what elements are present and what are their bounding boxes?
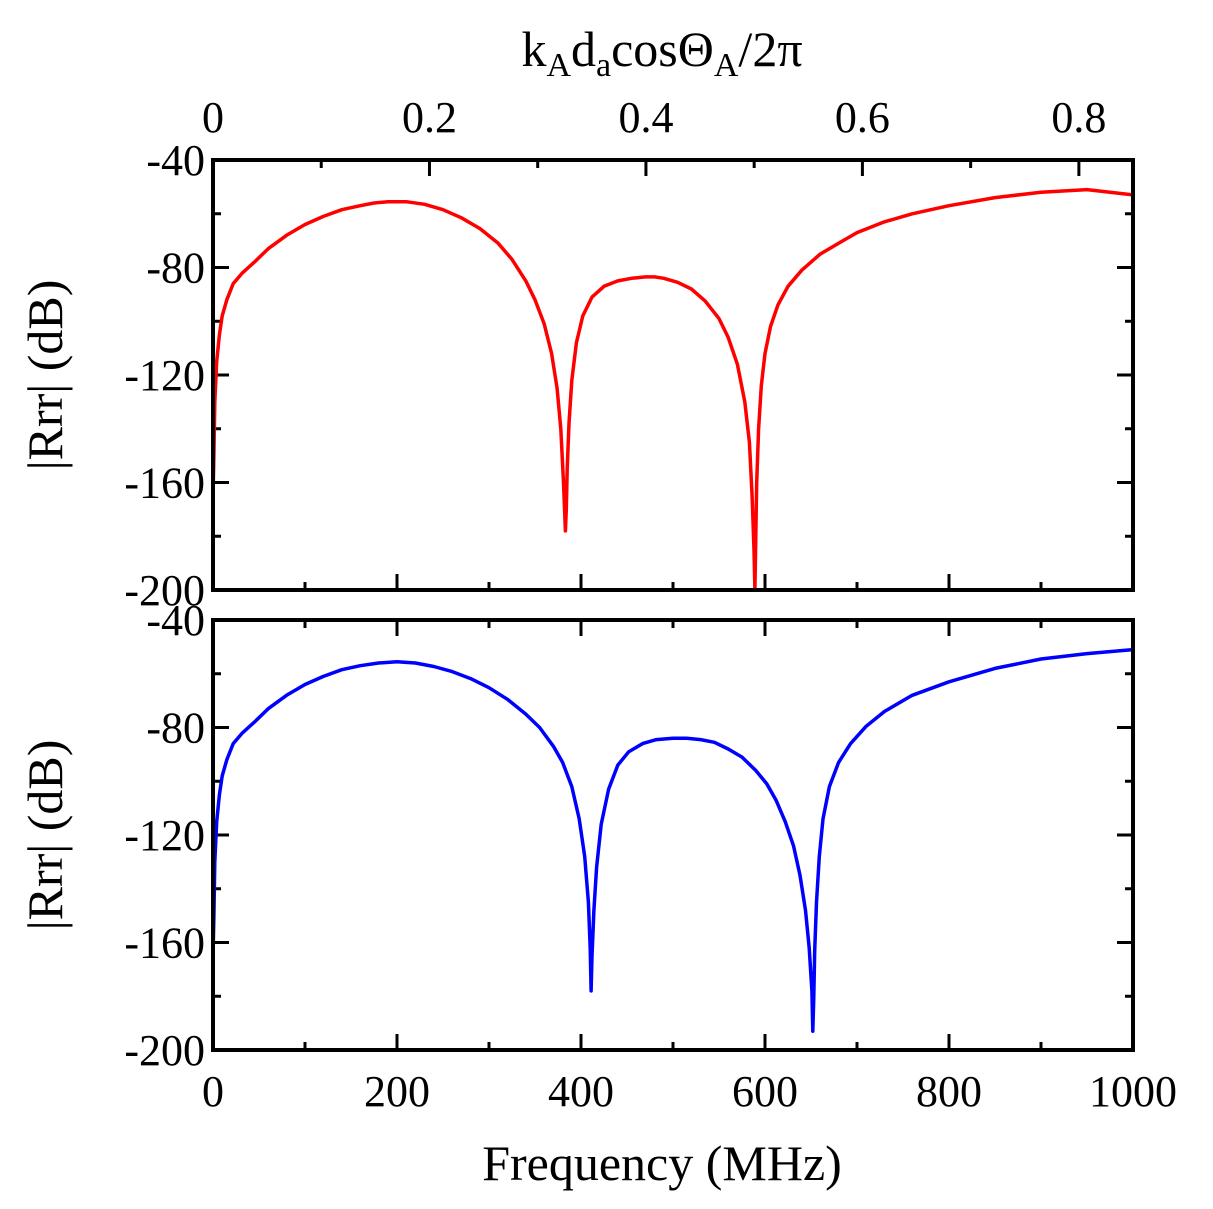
bottom-y-axis-title: |Rrr| (dB) <box>17 740 73 931</box>
top-panel-frame <box>211 158 1135 592</box>
x-tick-label: 400 <box>548 1067 614 1116</box>
y-tick-label: -200 <box>124 566 205 615</box>
y-tick-label: -160 <box>124 459 205 508</box>
y-tick-label: -40 <box>146 596 205 645</box>
x-tick-label: 200 <box>364 1067 430 1116</box>
bottom-panel-frame <box>211 618 1135 1052</box>
top-panel-labels: -40 -80 -120 -160 -200 0 0.2 0.4 0.6 0.8 <box>124 93 1106 615</box>
y-tick-label: -80 <box>146 704 205 753</box>
panel-top: -40 -80 -120 -160 -200 0 0.2 0.4 0.6 0.8 |Rrr| (d… <box>17 93 1135 615</box>
top-y-axis-title: |Rrr| (dB) <box>17 280 73 471</box>
y-tick-label: -120 <box>124 811 205 860</box>
x-axis-title: Frequency (MHz) <box>482 1135 842 1191</box>
top-panel-ticks <box>211 158 1135 592</box>
top-axis-tick-label: 0 <box>202 93 224 142</box>
y-tick-label: -160 <box>124 919 205 968</box>
top-axis-tick-label: 0.2 <box>402 93 457 142</box>
bottom-panel-ticks <box>211 618 1135 1052</box>
x-tick-label: 0 <box>202 1067 224 1116</box>
y-tick-label: -200 <box>124 1026 205 1075</box>
y-tick-label: -80 <box>146 244 205 293</box>
x-tick-label: 1000 <box>1089 1067 1177 1116</box>
series-line-blue <box>213 647 1133 1033</box>
series-line-red <box>213 187 1133 590</box>
x-tick-label: 600 <box>732 1067 798 1116</box>
x-tick-label: 800 <box>916 1067 982 1116</box>
top-axis-tick-label: 0.6 <box>835 93 890 142</box>
y-tick-label: -40 <box>146 136 205 185</box>
top-axis-tick-label: 0.4 <box>618 93 673 142</box>
top-axis-tick-label: 0.8 <box>1051 93 1106 142</box>
y-tick-label: -120 <box>124 351 205 400</box>
top-axis-title: kAdacosΘA/2π <box>521 21 802 84</box>
